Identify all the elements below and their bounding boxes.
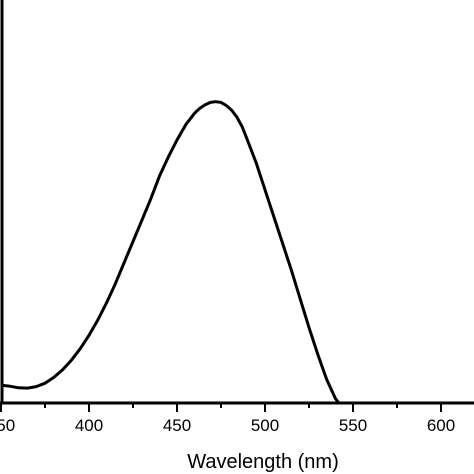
spectrum-line bbox=[2, 100, 342, 404]
x-tick-label: 600 bbox=[427, 416, 455, 435]
x-axis-ticks bbox=[0, 403, 442, 412]
x-tick-label: 550 bbox=[339, 416, 367, 435]
x-axis-title: Wavelength (nm) bbox=[187, 451, 339, 473]
x-tick-label: 400 bbox=[75, 416, 103, 435]
x-axis-tick-labels: 350 400 450 500 550 600 bbox=[0, 416, 455, 435]
x-tick-label: 500 bbox=[251, 416, 279, 435]
x-tick-label: 350 bbox=[0, 416, 15, 435]
x-tick-label: 450 bbox=[163, 416, 191, 435]
